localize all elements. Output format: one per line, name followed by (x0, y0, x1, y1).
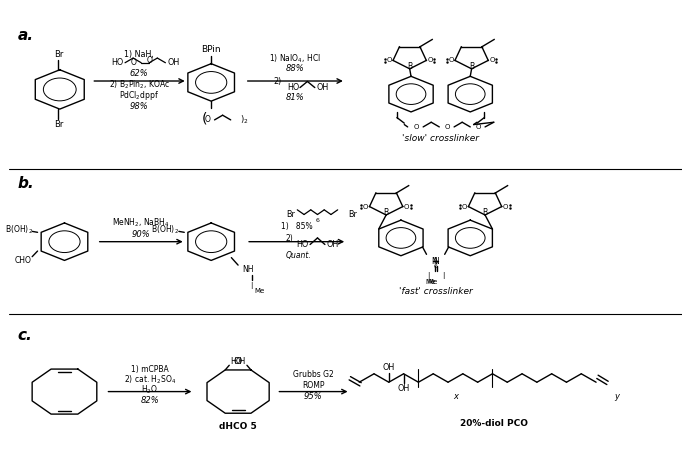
Text: 95%: 95% (304, 392, 323, 401)
Text: Grubbs G2: Grubbs G2 (293, 370, 334, 379)
Text: x: x (453, 392, 458, 401)
Text: O: O (427, 57, 433, 64)
Text: 6: 6 (316, 218, 319, 223)
Text: ROMP: ROMP (302, 381, 325, 390)
Text: B(OH)$_2$: B(OH)$_2$ (5, 224, 33, 236)
Text: c.: c. (17, 328, 32, 343)
Text: NH: NH (242, 265, 254, 274)
Text: 1) NaIO$_4$, HCl: 1) NaIO$_4$, HCl (269, 53, 321, 65)
Text: O: O (475, 124, 481, 130)
Text: HO: HO (112, 58, 124, 67)
Text: 2) B$_2$Pin$_2$, KOAc: 2) B$_2$Pin$_2$, KOAc (108, 79, 170, 91)
Text: Br: Br (53, 50, 63, 59)
Text: O: O (445, 124, 450, 130)
Text: Br: Br (53, 120, 63, 129)
Text: y: y (614, 392, 619, 401)
Text: 98%: 98% (129, 102, 149, 111)
Text: 88%: 88% (286, 64, 305, 73)
Text: O: O (386, 57, 392, 64)
Text: Me: Me (254, 288, 264, 294)
Text: HO: HO (287, 83, 299, 92)
Text: MeNH$_2$, NaBH$_4$: MeNH$_2$, NaBH$_4$ (112, 217, 170, 229)
Text: OH: OH (397, 384, 410, 393)
Text: 6: 6 (434, 264, 438, 270)
Text: O: O (414, 124, 419, 130)
Text: O: O (205, 115, 211, 124)
Text: OH: OH (317, 83, 329, 92)
Text: Me: Me (427, 279, 438, 285)
Text: 90%: 90% (132, 230, 151, 239)
Text: OH: OH (234, 357, 246, 366)
Text: N: N (434, 257, 440, 266)
Text: OH: OH (167, 58, 179, 67)
Text: O: O (404, 203, 410, 210)
Text: 62%: 62% (129, 69, 149, 78)
Text: O: O (462, 203, 467, 210)
Text: B: B (384, 208, 388, 217)
Text: Br: Br (286, 210, 295, 219)
Text: 1)   85%: 1) 85% (281, 222, 312, 231)
Text: HO: HO (230, 357, 242, 366)
Text: 'slow' crosslinker: 'slow' crosslinker (402, 134, 479, 143)
Text: (: ( (201, 112, 207, 126)
Text: b.: b. (17, 176, 34, 191)
Text: B: B (469, 62, 474, 71)
Text: 1) NaH,: 1) NaH, (124, 50, 154, 59)
Text: N: N (432, 257, 438, 266)
Text: BPin: BPin (201, 45, 221, 54)
Text: B: B (482, 208, 488, 217)
Text: 81%: 81% (286, 93, 305, 102)
Text: OH: OH (326, 240, 338, 249)
Text: 2): 2) (285, 234, 293, 243)
Text: )$_2$: )$_2$ (240, 114, 249, 126)
Text: O: O (503, 203, 508, 210)
Text: Me: Me (425, 279, 436, 285)
Text: O: O (490, 57, 495, 64)
Text: a.: a. (17, 28, 34, 43)
Text: Quant.: Quant. (286, 251, 312, 260)
Text: 1) mCPBA: 1) mCPBA (131, 365, 169, 374)
Text: O: O (131, 58, 137, 67)
Text: O: O (363, 203, 368, 210)
Text: O: O (448, 57, 453, 64)
Text: B: B (407, 62, 412, 71)
Text: O: O (147, 56, 152, 65)
Text: |: | (442, 272, 445, 279)
Text: |: | (250, 282, 253, 289)
Text: H$_2$O: H$_2$O (141, 383, 158, 396)
Text: 2) cat. H$_2$SO$_4$: 2) cat. H$_2$SO$_4$ (124, 373, 176, 386)
Text: |: | (427, 272, 429, 279)
Text: HO: HO (297, 240, 309, 249)
Text: 20%-diol PCO: 20%-diol PCO (460, 419, 528, 428)
Text: CHO: CHO (14, 256, 32, 265)
Text: B(OH)$_2$: B(OH)$_2$ (151, 224, 179, 236)
Text: 'fast' crosslinker: 'fast' crosslinker (399, 287, 473, 296)
Text: 2): 2) (273, 76, 282, 85)
Text: OH: OH (383, 363, 395, 372)
Text: 82%: 82% (140, 396, 160, 405)
Text: dHCO 5: dHCO 5 (219, 422, 257, 431)
Text: PdCl$_2$dppf: PdCl$_2$dppf (119, 89, 159, 101)
Text: Br: Br (348, 210, 357, 219)
